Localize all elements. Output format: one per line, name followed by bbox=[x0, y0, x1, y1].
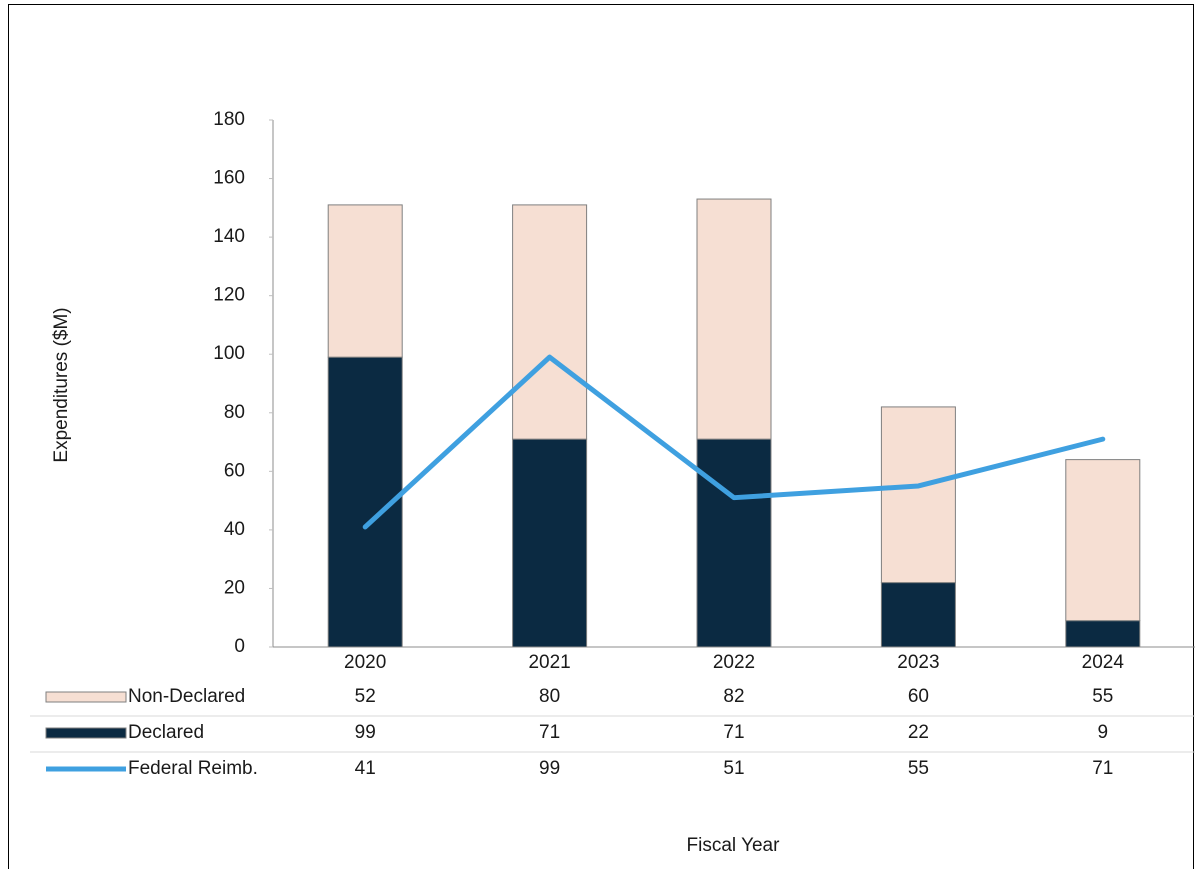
bar bbox=[696, 438, 772, 648]
bar bbox=[512, 438, 588, 648]
y-tick-label: 180 bbox=[213, 109, 245, 130]
y-tick-label: 100 bbox=[213, 343, 245, 364]
table-value: 71 bbox=[539, 722, 560, 743]
table-value: 22 bbox=[908, 722, 929, 743]
bar bbox=[327, 204, 403, 358]
bar bbox=[696, 198, 772, 440]
y-tick-label: 160 bbox=[213, 168, 245, 189]
legend-label: Declared bbox=[128, 722, 204, 743]
frame bbox=[8, 4, 1194, 869]
table-value: 9 bbox=[1098, 722, 1109, 743]
y-tick-label: 40 bbox=[224, 519, 245, 540]
table-value: 99 bbox=[539, 758, 560, 779]
table-value: 60 bbox=[908, 686, 929, 707]
x-tick-label: 2022 bbox=[713, 652, 755, 673]
table-value: 51 bbox=[723, 758, 744, 779]
x-tick-label: 2024 bbox=[1082, 652, 1125, 673]
x-tick-label: 2023 bbox=[897, 652, 939, 673]
table-value: 71 bbox=[723, 722, 744, 743]
table-value: 82 bbox=[723, 686, 744, 707]
bar bbox=[880, 582, 956, 648]
y-tick-label: 0 bbox=[234, 636, 245, 657]
legend-label: Non-Declared bbox=[128, 686, 245, 707]
y-tick-label: 20 bbox=[224, 577, 245, 598]
bar bbox=[1065, 459, 1141, 622]
table-value: 52 bbox=[355, 686, 376, 707]
table-value: 99 bbox=[355, 722, 376, 743]
y-axis-label: Expenditures ($M) bbox=[51, 307, 72, 462]
table-value: 71 bbox=[1092, 758, 1113, 779]
bar bbox=[1065, 620, 1141, 648]
x-tick-label: 2020 bbox=[344, 652, 386, 673]
y-tick-label: 140 bbox=[213, 226, 245, 247]
table-value: 55 bbox=[908, 758, 929, 779]
table-value: 80 bbox=[539, 686, 560, 707]
y-tick-label: 120 bbox=[213, 285, 245, 306]
table-value: 41 bbox=[355, 758, 376, 779]
legend-key bbox=[45, 691, 127, 703]
legend-label: Federal Reimb. bbox=[128, 758, 258, 779]
table-value: 55 bbox=[1092, 686, 1113, 707]
line-series bbox=[362, 354, 1106, 530]
bar bbox=[512, 204, 588, 440]
bar bbox=[880, 406, 956, 584]
x-axis-label: Fiscal Year bbox=[687, 835, 781, 856]
x-tick-label: 2021 bbox=[528, 652, 570, 673]
legend-key bbox=[45, 727, 127, 739]
y-tick-label: 80 bbox=[224, 402, 245, 423]
y-tick-label: 60 bbox=[224, 460, 245, 481]
